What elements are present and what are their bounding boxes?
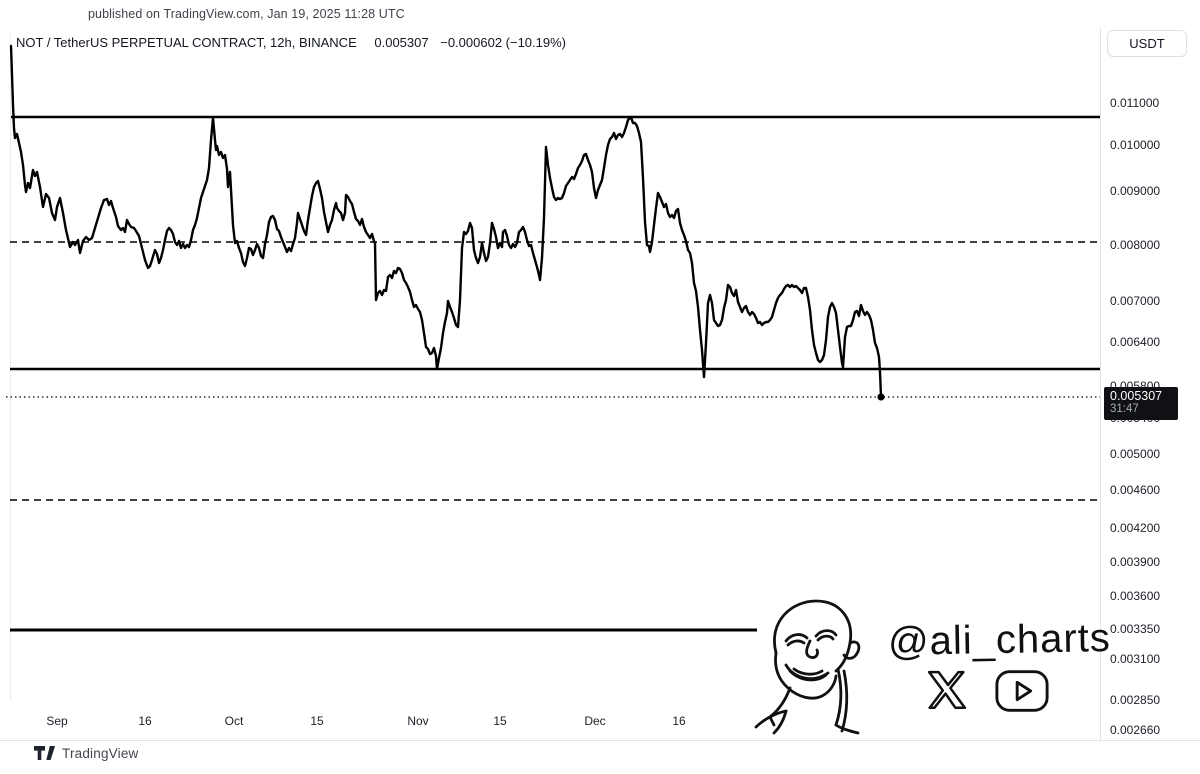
price-axis-label: 0.009000 — [1110, 184, 1161, 198]
tradingview-attribution[interactable]: TradingView — [34, 746, 139, 761]
published-note: published on TradingView.com, Jan 19, 20… — [88, 7, 405, 21]
time-axis-label: 16 — [672, 714, 686, 728]
tradingview-wordmark: TradingView — [62, 746, 139, 761]
last-price-dot — [877, 393, 885, 401]
price-axis-label: 0.003350 — [1110, 622, 1161, 636]
bar-countdown: 31:47 — [1110, 403, 1139, 415]
time-axis-label: 16 — [138, 714, 152, 728]
price-axis-label: 0.002660 — [1110, 723, 1161, 737]
time-axis-label: 15 — [493, 714, 507, 728]
price-axis-label: 0.004600 — [1110, 483, 1161, 497]
price-axis-label: 0.006400 — [1110, 335, 1161, 349]
current-price-value: 0.005307 — [1110, 389, 1163, 403]
time-axis-label: 15 — [310, 714, 324, 728]
price-axis-label: 0.002850 — [1110, 693, 1161, 707]
symbol-title: NOT / TetherUS PERPETUAL CONTRACT, 12h, … — [16, 35, 357, 50]
x-logo-icon — [927, 670, 967, 710]
chart-legend[interactable]: NOT / TetherUS PERPETUAL CONTRACT, 12h, … — [16, 35, 566, 50]
current-price-label: 0.005307 31:47 — [1104, 387, 1178, 420]
time-axis-label: Nov — [407, 714, 429, 728]
price-axis-label: 0.010000 — [1110, 138, 1161, 152]
time-axis-label: Sep — [46, 714, 68, 728]
tradingview-logo-icon — [34, 746, 55, 760]
price-axis-label: 0.003900 — [1110, 555, 1161, 569]
price-axis-label: 0.004200 — [1110, 521, 1161, 535]
watermark-icons — [926, 668, 1050, 714]
last-price-value: 0.005307 — [374, 35, 429, 50]
currency-unit-button[interactable]: USDT — [1107, 30, 1187, 57]
face-sketch — [754, 599, 861, 735]
price-axis-label: 0.008000 — [1110, 238, 1161, 252]
time-axis-label: Oct — [224, 714, 244, 728]
price-change-value: −0.000602 (−10.19%) — [440, 35, 567, 50]
watermark-handle: @ali_charts — [887, 616, 1112, 664]
price-axis-label: 0.003100 — [1110, 652, 1161, 666]
price-line — [9, 44, 883, 399]
price-axis[interactable]: 0.011000 0.010000 0.009000 0.008000 0.007000… — [1100, 28, 1200, 740]
time-axis-label: Dec — [584, 714, 606, 728]
price-axis-label: 0.003600 — [1110, 589, 1161, 603]
youtube-logo-icon — [995, 670, 1049, 712]
time-axis[interactable]: Sep 16 Oct 15 Nov 15 Dec 16 — [0, 706, 1100, 740]
price-axis-label: 0.005000 — [1110, 447, 1161, 461]
price-axis-label: 0.007000 — [1110, 294, 1161, 308]
price-axis-label: 0.011000 — [1110, 96, 1160, 110]
